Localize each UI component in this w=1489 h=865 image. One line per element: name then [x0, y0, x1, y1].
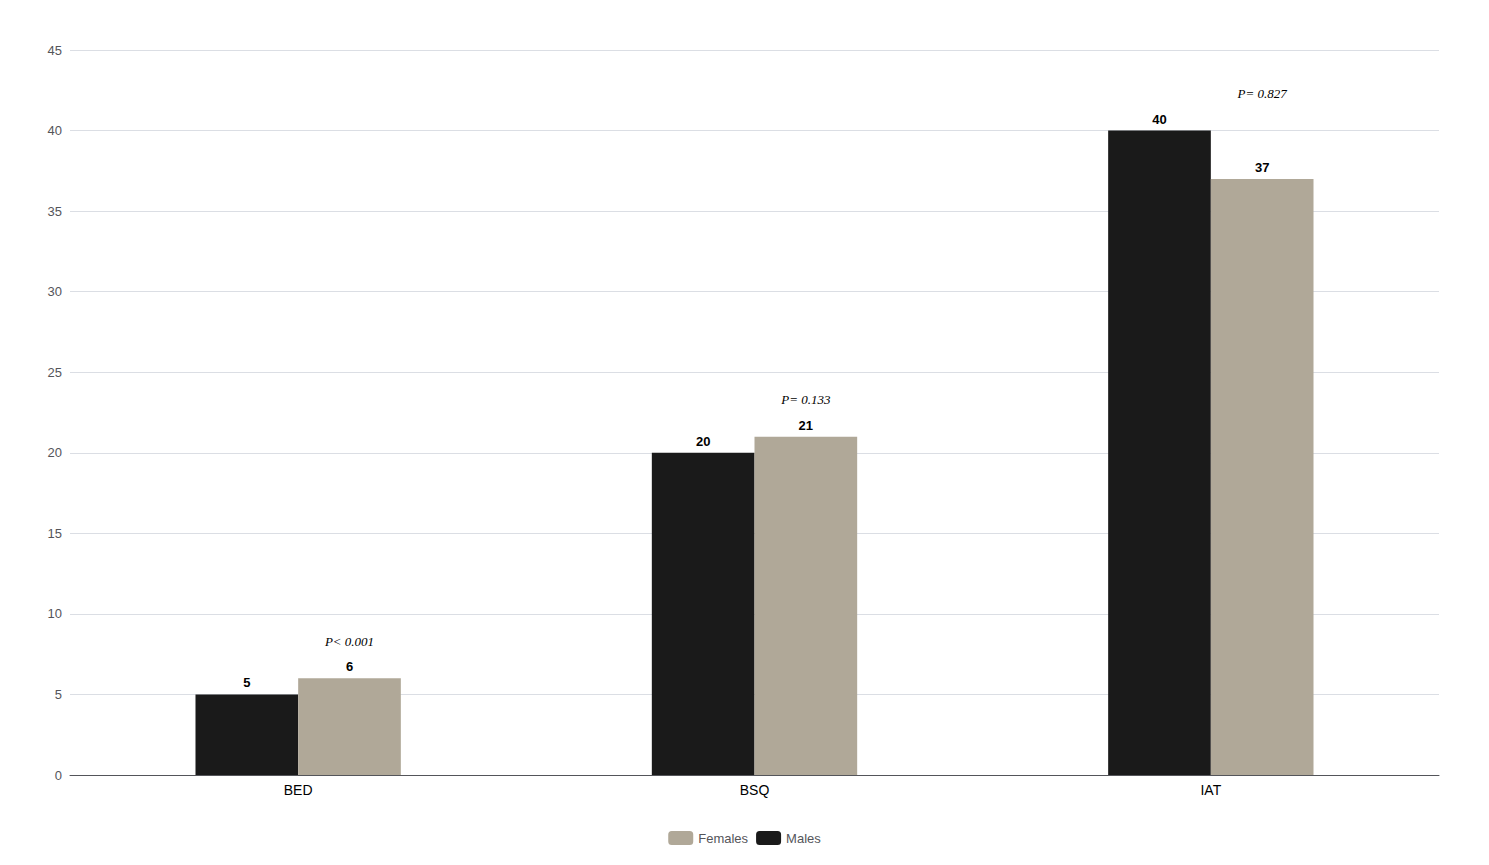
svg-text:21: 21 — [799, 418, 813, 433]
svg-text:45: 45 — [48, 43, 62, 58]
svg-text:0: 0 — [55, 768, 62, 783]
svg-text:P= 0.133: P= 0.133 — [780, 392, 831, 407]
svg-text:BED: BED — [284, 782, 313, 798]
svg-text:P= 0.827: P= 0.827 — [1237, 86, 1288, 101]
svg-text:BSQ: BSQ — [740, 782, 770, 798]
svg-text:25: 25 — [48, 365, 62, 380]
svg-text:10: 10 — [48, 606, 62, 621]
svg-text:5: 5 — [55, 687, 62, 702]
svg-text:6: 6 — [346, 659, 353, 674]
svg-text:40: 40 — [48, 123, 62, 138]
svg-text:20: 20 — [696, 434, 710, 449]
svg-text:P< 0.001: P< 0.001 — [324, 634, 374, 649]
svg-text:15: 15 — [48, 526, 62, 541]
svg-text:40: 40 — [1152, 112, 1166, 127]
svg-text:Males: Males — [786, 831, 821, 846]
svg-text:5: 5 — [243, 675, 250, 690]
svg-text:Females: Females — [698, 831, 748, 846]
svg-text:37: 37 — [1255, 160, 1269, 175]
svg-text:30: 30 — [48, 284, 62, 299]
svg-text:35: 35 — [48, 204, 62, 219]
svg-text:20: 20 — [48, 445, 62, 460]
svg-text:IAT: IAT — [1200, 782, 1221, 798]
